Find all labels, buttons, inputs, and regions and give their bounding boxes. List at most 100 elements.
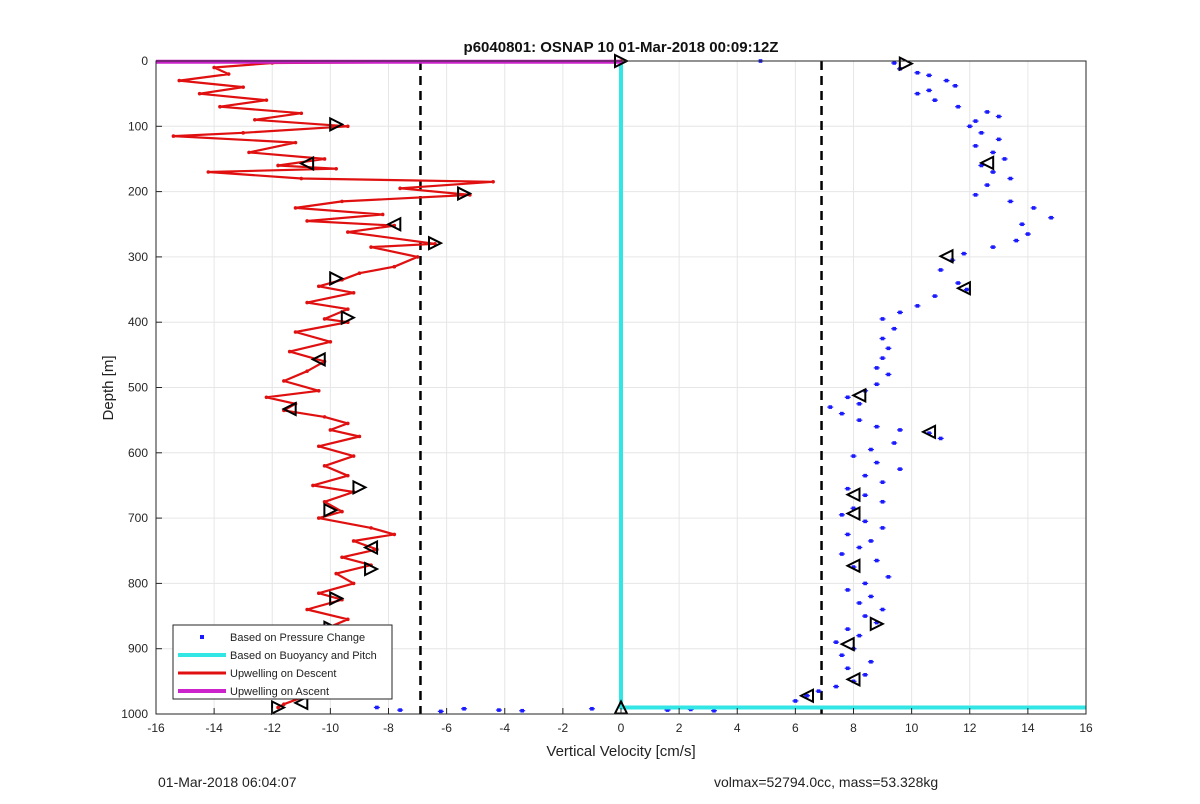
triangle-marker bbox=[352, 479, 368, 496]
triangle-marker bbox=[845, 486, 861, 503]
triangle-marker bbox=[898, 55, 915, 72]
x-axis-ticks: -16 -14 -12 -10 -8 -6 -4 -2 0 2 4 6 8 10 12 14 16 bbox=[147, 708, 1093, 735]
triangle-marker bbox=[293, 695, 309, 711]
descent-point bbox=[346, 307, 350, 311]
triangle-marker bbox=[323, 502, 339, 518]
descent-point bbox=[177, 78, 182, 83]
x-tick-label: -8 bbox=[383, 721, 394, 735]
triangle-marker bbox=[362, 539, 379, 556]
x-tick-label: 2 bbox=[676, 721, 683, 735]
footer-timestamp: 01-Mar-2018 06:04:07 bbox=[158, 774, 297, 790]
x-tick-label: 16 bbox=[1079, 721, 1093, 735]
x-tick-label: -16 bbox=[147, 721, 165, 735]
triangle-marker bbox=[281, 401, 297, 417]
descent-point bbox=[241, 85, 245, 89]
triangle-marker bbox=[851, 387, 867, 403]
x-tick-label: 8 bbox=[850, 721, 857, 735]
y-tick-label: 400 bbox=[128, 315, 148, 329]
descent-point bbox=[276, 705, 280, 710]
descent-point bbox=[264, 395, 269, 400]
descent-point bbox=[218, 104, 222, 109]
descent-point bbox=[293, 140, 298, 145]
descent-point bbox=[357, 271, 362, 276]
descent-point bbox=[276, 163, 280, 168]
triangle-marker bbox=[955, 280, 971, 296]
descent-point bbox=[369, 526, 373, 530]
x-tick-label: -14 bbox=[205, 721, 223, 735]
triangle-marker bbox=[364, 561, 380, 577]
legend-label: Based on Pressure Change bbox=[230, 632, 365, 644]
chart-legend: Based on Pressure Change Based on Buoyanc… bbox=[172, 624, 393, 700]
y-axis-ticks: 0 100 200 300 400 500 600 700 800 900 1000 bbox=[121, 54, 162, 721]
triangle-marker bbox=[310, 351, 326, 368]
series-1 bbox=[619, 61, 1086, 710]
legend-label: Upwelling on Descent bbox=[230, 668, 336, 680]
y-tick-label: 0 bbox=[141, 54, 148, 68]
y-tick-label: 200 bbox=[128, 185, 148, 199]
descent-point bbox=[351, 291, 356, 295]
triangle-marker bbox=[386, 216, 402, 232]
descent-point bbox=[247, 150, 251, 155]
descent-point bbox=[322, 464, 327, 468]
marker-layer bbox=[271, 53, 995, 716]
descent-point bbox=[380, 212, 385, 217]
triangle-marker bbox=[978, 155, 995, 171]
descent-point bbox=[305, 219, 309, 223]
triangle-marker bbox=[845, 671, 861, 688]
legend-label: Based on Buoyancy and Pitch bbox=[230, 650, 377, 662]
x-tick-label: -10 bbox=[322, 721, 340, 735]
descent-point bbox=[369, 245, 373, 249]
descent-point bbox=[346, 421, 350, 426]
triangle-marker bbox=[845, 505, 861, 522]
descent-point bbox=[226, 72, 231, 76]
legend-box bbox=[172, 624, 393, 700]
descent-point bbox=[328, 428, 333, 432]
descent-point bbox=[334, 571, 338, 576]
series-line bbox=[172, 59, 622, 709]
series-0 bbox=[373, 59, 1055, 714]
triangle-marker bbox=[428, 235, 444, 251]
descent-point bbox=[322, 157, 327, 161]
descent-point bbox=[212, 65, 216, 70]
descent-point bbox=[340, 199, 344, 204]
triangle-marker bbox=[271, 699, 287, 716]
y-tick-label: 900 bbox=[128, 642, 148, 656]
y-tick-label: 300 bbox=[128, 250, 148, 264]
descent-point bbox=[311, 483, 315, 488]
descent-point bbox=[299, 111, 304, 116]
descent-point bbox=[316, 444, 321, 449]
descent-point bbox=[346, 473, 350, 478]
descent-point bbox=[293, 330, 298, 334]
triangle-marker bbox=[329, 270, 345, 287]
y-axis-label: Depth [m] bbox=[100, 355, 117, 420]
descent-point bbox=[392, 264, 397, 269]
x-tick-label: -4 bbox=[499, 721, 510, 735]
descent-point bbox=[491, 180, 495, 184]
descent-point bbox=[197, 91, 202, 96]
descent-point bbox=[322, 415, 327, 419]
triangle-marker bbox=[938, 248, 954, 264]
descent-point bbox=[398, 186, 402, 191]
descent-point bbox=[328, 339, 333, 344]
x-tick-label: 14 bbox=[1021, 721, 1035, 735]
descent-point bbox=[316, 284, 321, 289]
triangle-marker bbox=[340, 310, 357, 326]
descent-point bbox=[171, 134, 176, 138]
descent-point bbox=[282, 702, 286, 707]
y-tick-label: 700 bbox=[128, 511, 148, 525]
descent-point bbox=[351, 581, 356, 586]
y-tick-label: 600 bbox=[128, 446, 148, 460]
triangle-marker bbox=[329, 590, 345, 607]
x-tick-label: 12 bbox=[963, 721, 977, 735]
triangle-marker bbox=[329, 116, 345, 132]
descent-point bbox=[322, 317, 327, 321]
descent-point bbox=[351, 539, 356, 543]
descent-point bbox=[340, 555, 344, 560]
descent-point bbox=[322, 499, 327, 504]
x-tick-label: 10 bbox=[905, 721, 919, 735]
triangle-marker bbox=[798, 688, 814, 704]
descent-point bbox=[334, 166, 338, 171]
descent-point bbox=[299, 176, 304, 181]
descent-point bbox=[392, 532, 397, 537]
descent-point bbox=[282, 379, 286, 383]
